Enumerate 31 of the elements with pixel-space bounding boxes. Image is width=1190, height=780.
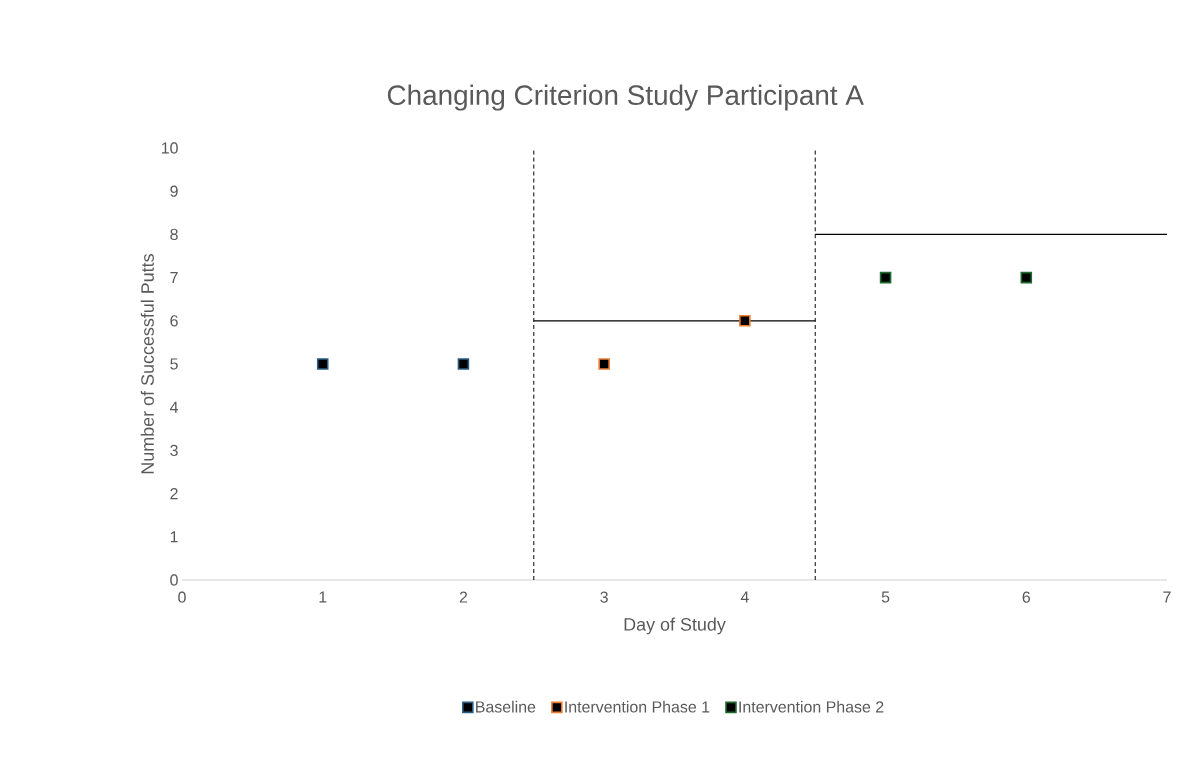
- x-tick-label: 3: [600, 591, 608, 603]
- y-tick-label: 7: [170, 272, 178, 284]
- y-axis-title: Number of Successful Putts: [140, 254, 154, 474]
- y-tick-label: 10: [161, 142, 178, 154]
- y-tick-label: 9: [170, 185, 178, 197]
- y-tick-label: 4: [169, 401, 179, 413]
- x-tick-label: 6: [1022, 591, 1031, 603]
- legend-label: Intervention Phase 1: [565, 700, 710, 713]
- y-tick-label: 3: [170, 444, 178, 457]
- x-tick-label: 4: [740, 591, 749, 603]
- y-tick-label: 1: [170, 531, 178, 543]
- point: [457, 358, 470, 370]
- x-tick-label: 1: [319, 591, 327, 603]
- point: [598, 358, 610, 370]
- y-tick-label: 2: [170, 488, 178, 500]
- y-tick-label: 0: [170, 574, 178, 586]
- point: [739, 315, 751, 327]
- point: [1020, 271, 1033, 284]
- x-tick-label: 2: [459, 591, 468, 603]
- x-tick-label: 0: [178, 591, 186, 603]
- y-tick-label: 6: [170, 315, 178, 327]
- chart-title: Changing Criterion Study Participant A: [387, 84, 864, 111]
- legend-label: Baseline: [476, 700, 536, 713]
- x-tick-label: 7: [1163, 591, 1171, 603]
- point: [879, 271, 892, 284]
- point: [316, 358, 329, 370]
- y-tick-label: 8: [170, 228, 178, 241]
- y-tick-label: 5: [170, 358, 178, 370]
- x-tick-label: 5: [881, 591, 890, 603]
- x-axis-title: Day of Study: [624, 617, 726, 635]
- legend-label: Intervention Phase 2: [739, 700, 884, 713]
